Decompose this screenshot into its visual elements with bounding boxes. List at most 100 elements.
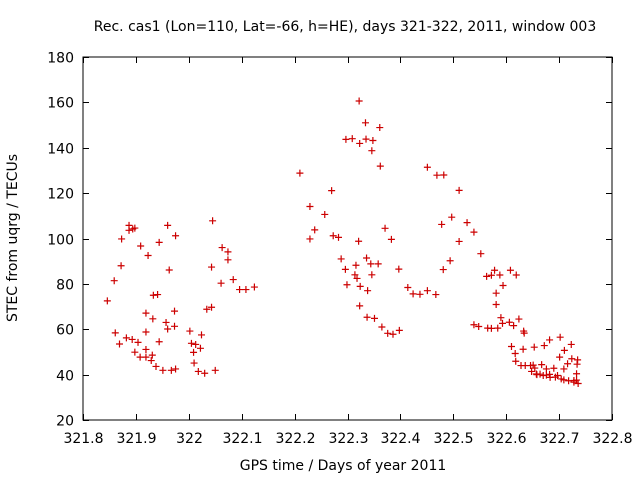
data-point: [329, 232, 337, 240]
data-series: [103, 97, 582, 387]
data-point: [477, 250, 485, 258]
data-point: [142, 345, 150, 353]
x-tick-label: 322.7: [539, 431, 579, 447]
data-point: [528, 367, 536, 375]
data-point: [250, 283, 258, 291]
x-tick-label: 321.9: [116, 431, 156, 447]
y-tick-label: 120: [47, 187, 74, 203]
data-point: [209, 217, 217, 225]
data-point: [343, 281, 351, 289]
data-point: [550, 364, 558, 372]
data-point: [201, 369, 209, 377]
data-point: [154, 291, 162, 299]
data-point: [510, 322, 518, 330]
data-point: [368, 147, 376, 155]
data-point: [499, 281, 507, 289]
data-point: [187, 339, 195, 347]
data-point: [122, 334, 130, 342]
data-point: [538, 361, 546, 369]
y-tick-label: 20: [56, 414, 74, 430]
data-point: [519, 345, 527, 353]
data-point: [487, 324, 495, 332]
data-point: [416, 290, 424, 298]
y-axis: 20 40 60 80 100 120 140 160 180: [47, 51, 612, 430]
data-point: [134, 338, 142, 346]
data-point: [511, 350, 519, 358]
x-axis-label: GPS time / Days of year 2011: [240, 458, 447, 474]
data-point: [186, 327, 194, 335]
data-point: [341, 265, 349, 273]
data-point: [236, 286, 244, 294]
data-point: [155, 338, 163, 346]
data-point: [144, 252, 152, 260]
data-point: [149, 315, 157, 323]
data-point: [560, 376, 568, 384]
data-point: [203, 305, 211, 313]
data-point: [423, 163, 431, 171]
data-point: [142, 328, 150, 336]
data-point: [369, 136, 377, 144]
data-point: [560, 346, 568, 354]
data-point: [196, 344, 204, 352]
y-tick-label: 80: [56, 278, 74, 294]
data-point: [542, 365, 550, 373]
y-tick-label: 60: [56, 323, 74, 339]
data-point: [328, 187, 336, 195]
data-point: [470, 228, 478, 236]
data-point: [149, 291, 157, 299]
data-point: [131, 348, 139, 356]
data-point: [540, 342, 548, 350]
data-point: [242, 286, 250, 294]
data-point: [363, 313, 371, 321]
data-point: [492, 301, 500, 309]
data-point: [165, 266, 173, 274]
data-point: [573, 376, 581, 384]
data-point: [353, 274, 361, 282]
x-tick-label: 322.1: [222, 431, 262, 447]
data-point: [296, 169, 304, 177]
data-point: [172, 365, 180, 373]
data-point: [438, 220, 446, 228]
data-point: [148, 351, 156, 359]
data-point: [306, 203, 314, 211]
data-point: [455, 186, 463, 194]
data-point: [574, 356, 582, 364]
y-tick-label: 160: [47, 96, 74, 112]
data-point: [440, 171, 448, 179]
y-tick-label: 140: [47, 142, 74, 158]
data-point: [455, 237, 463, 245]
data-point: [164, 325, 172, 333]
data-point: [497, 314, 505, 322]
data-point: [321, 210, 329, 218]
x-tick-label: 322.3: [328, 431, 368, 447]
data-point: [128, 335, 136, 343]
data-point: [190, 359, 198, 367]
data-point: [395, 326, 403, 334]
data-point: [131, 224, 139, 232]
data-point: [542, 371, 550, 379]
x-tick-label: 322.6: [486, 431, 526, 447]
data-point: [155, 238, 163, 246]
data-point: [376, 124, 384, 132]
y-tick-label: 180: [47, 51, 74, 67]
data-point: [389, 330, 397, 338]
data-point: [475, 323, 483, 331]
x-tick-label: 322.2: [275, 431, 315, 447]
data-point: [483, 272, 491, 280]
x-tick-label: 322: [176, 431, 203, 447]
data-point: [364, 287, 372, 295]
data-point: [171, 307, 179, 315]
data-point: [147, 357, 155, 365]
data-point: [208, 263, 216, 271]
y-tick-label: 40: [56, 369, 74, 385]
x-axis: 321.8 321.9 322 322.1 322.2 322.3 322.4 322.5 32…: [63, 57, 633, 447]
data-point: [395, 265, 403, 273]
data-point: [224, 248, 232, 256]
data-point: [530, 343, 538, 351]
data-point: [190, 348, 198, 356]
data-point: [556, 333, 564, 341]
data-point: [520, 329, 528, 337]
data-point: [342, 135, 350, 143]
data-point: [229, 276, 237, 284]
